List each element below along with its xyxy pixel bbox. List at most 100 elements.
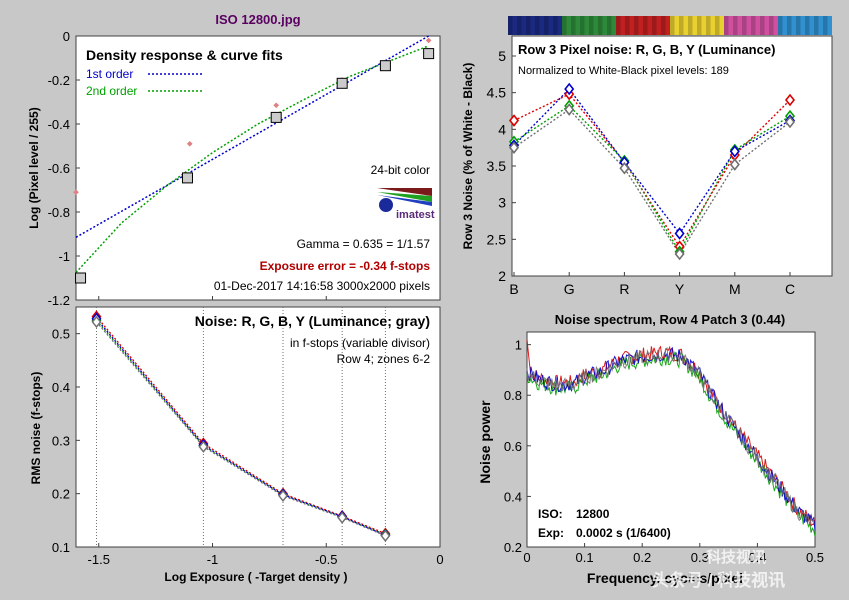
fstop-noise-chart: -1.5 -1 -0.5 0 0.5 0.4 0.3 0.2 0.1 Noise: R, G, … [29, 306, 444, 584]
density-y-tick-label: -0.2 [48, 73, 70, 88]
fstop-noise-point-Y [198, 440, 209, 453]
pixel-noise-y-tick-label: 2 [498, 268, 506, 284]
color-strip-stripe [571, 16, 576, 35]
pixel-noise-point-Y [564, 103, 575, 116]
color-strip-stripe [706, 16, 711, 35]
density-y-tick-label: -1 [58, 249, 70, 264]
color-strip-stripe [634, 16, 639, 35]
density-point [379, 60, 391, 72]
noise-spectrum-x-label: Frequency, cycles/pixel [587, 570, 743, 586]
fstop-noise-marks [91, 310, 391, 543]
noise-spectrum-x-tick-label: 0.5 [806, 550, 824, 565]
density-point [75, 272, 87, 284]
pixel-noise-point-B [674, 227, 685, 240]
pixel-noise-marks [508, 82, 796, 261]
pixel-noise-x-tick-label: M [729, 281, 741, 297]
fstop-noise-point-Y [91, 315, 102, 329]
color-strip-segment [724, 16, 778, 35]
density-y-tick-label: 0 [63, 29, 70, 44]
noise-spectrum-x-tick-label: 0.1 [576, 550, 594, 565]
pixel-noise-y-tick-label: 5 [498, 48, 506, 64]
color-strip-segment [508, 16, 562, 35]
fstop-noise-y-tick-label: 0.2 [52, 487, 70, 502]
color-strip-stripe [814, 16, 819, 35]
density-marks [73, 35, 435, 284]
pixel-noise-point-B [729, 145, 740, 158]
color-strip-stripe [715, 16, 720, 35]
noise-spectrum-y-label: Noise power [477, 400, 493, 484]
fstop-noise-point-Y [337, 511, 348, 524]
fstop-noise-ticks: -1.5 -1 -0.5 0 0.5 0.4 0.3 0.2 0.1 [52, 327, 444, 567]
density-y-tick-label: -0.6 [48, 161, 70, 176]
color-strip-stripe [688, 16, 693, 35]
color-strip-stripe [625, 16, 630, 35]
fstop-noise-point-Y [380, 529, 391, 543]
color-strip-stripe [526, 16, 531, 35]
density-y-label: Log (Pixel level / 255) [27, 107, 41, 228]
fstop-noise-x-tick-label: 0 [436, 552, 443, 567]
fstop-noise-y-tick-label: 0.1 [52, 540, 70, 555]
fstop-noise-y-tick-label: 0.3 [52, 433, 70, 448]
watermark-line-1: 科技视讯 [706, 548, 766, 566]
color-strip-stripe [553, 16, 558, 35]
color-strip-stripe [517, 16, 522, 35]
pixel-noise-ticks: 5 4.5 4 3.5 3 2.5 2B G R Y M C [487, 48, 796, 297]
pixel-noise-point-Y [508, 141, 520, 154]
density-footer: 01-Dec-2017 14:16:58 3000x2000 pixels [214, 279, 430, 293]
spectrum-iso-value: 12800 [576, 507, 610, 521]
fstop-noise-x-tick-label: -0.5 [315, 552, 337, 567]
noise-spectrum-y-tick-label: 0.6 [504, 439, 522, 454]
color-strip-stripe [697, 16, 702, 35]
color-strip-stripe [616, 16, 621, 35]
pixel-noise-point-B [564, 82, 575, 96]
watermark-line-2: 头条号 / 科技视讯 [652, 570, 785, 590]
color-strip-stripe [679, 16, 684, 35]
pixel-noise-series-line-B [513, 87, 791, 235]
density-color-depth: 24-bit color [371, 163, 430, 177]
color-strip-stripe [805, 16, 810, 35]
pixel-noise-title: Row 3 Pixel noise: R, G, B, Y (Luminance… [518, 42, 775, 57]
color-strip-stripe [670, 16, 675, 35]
noise-spectrum-y-tick-label: 1 [515, 338, 522, 353]
density-ticks: 0 -0.2 -0.4 -0.6 -0.8 -1 -1.2 [48, 29, 441, 308]
pixel-noise-y-tick-label: 2.5 [487, 231, 507, 247]
fstop-noise-title: Noise: R, G, B, Y (Luminance; gray) [195, 313, 430, 329]
density-pink-point [73, 189, 79, 196]
density-legend-2nd: 2nd order [86, 84, 137, 98]
fstop-noise-subtitle-1: in f-stops (variable divisor) [290, 336, 430, 350]
color-strip-stripe [742, 16, 747, 35]
color-strip-segment [562, 16, 616, 35]
color-strip-stripe [733, 16, 738, 35]
color-strip [508, 16, 832, 35]
noise-spectrum-x-tick-label: 0 [523, 550, 530, 565]
noise-spectrum-y-tick-label: 0.4 [504, 489, 522, 504]
pixel-noise-point-Y [674, 247, 685, 261]
color-strip-segment [670, 16, 724, 35]
pixel-noise-point-Y [784, 115, 796, 129]
color-strip-stripe [796, 16, 801, 35]
fstop-noise-x-label: Log Exposure ( -Target density ) [164, 570, 347, 584]
color-strip-stripe [607, 16, 612, 35]
density-pink-point [186, 140, 193, 147]
color-strip-segment [616, 16, 670, 35]
pixel-noise-point-R [784, 93, 796, 107]
pixel-noise-x-tick-label: G [564, 281, 575, 297]
color-strip-stripe [724, 16, 729, 35]
color-strip-stripe [544, 16, 549, 35]
imatest-logo: imatest [377, 188, 435, 221]
fstop-noise-series-line-G [95, 319, 386, 536]
noise-spectrum-title: Noise spectrum, Row 4 Patch 3 (0.44) [555, 312, 785, 327]
pixel-noise-point-Y [619, 161, 630, 175]
spectrum-exp-label: Exp: [538, 526, 564, 540]
density-title: Density response & curve fits [86, 47, 283, 63]
pixel-noise-y-tick-label: 4 [498, 121, 506, 137]
pixel-noise-y-tick-label: 3 [498, 195, 506, 211]
noise-spectrum-ticks: 0 0.1 0.2 0.3 0.4 0.5 1 0.8 0.6 0.4 0.2 [504, 338, 824, 565]
density-fit-2nd-line [75, 45, 429, 274]
color-strip-stripe [751, 16, 756, 35]
fstop-noise-subtitle-2: Row 4; zones 6-2 [337, 352, 431, 366]
color-strip-stripe [535, 16, 540, 35]
noise-spectrum-x-tick-label: 0.3 [691, 550, 709, 565]
color-strip-stripe [562, 16, 567, 35]
